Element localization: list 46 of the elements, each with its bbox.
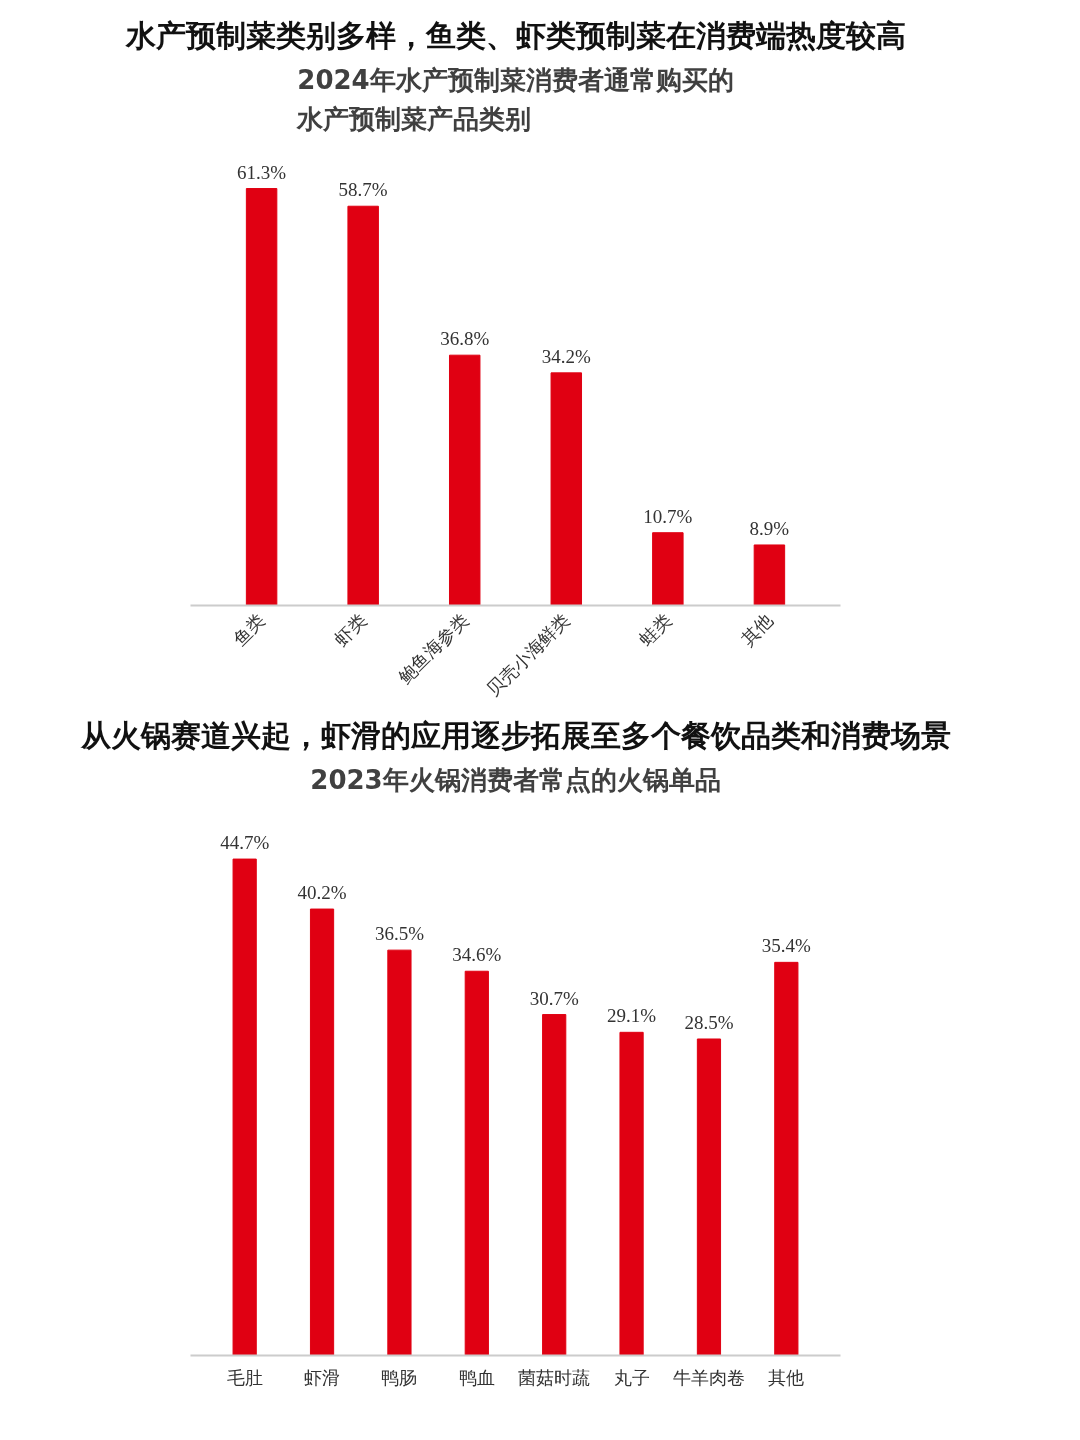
x-tick-label: 毛肚 [226,1366,263,1388]
chart-title: 水产预制菜类别多样，鱼类、虾类预制菜在消费端热度较高 [124,17,906,53]
x-tick-label: 其他 [736,609,777,650]
bar [387,949,412,1356]
bar [753,544,786,606]
x-tick-label: 牛羊肉卷 [672,1366,745,1388]
x-tick-label: 其他 [768,1366,805,1388]
data-label: 30.7% [529,987,579,1009]
x-tick-label: 虾滑 [304,1366,341,1388]
bar [448,354,481,606]
data-label: 44.7% [220,832,270,854]
bar [309,908,335,1356]
data-label: 58.7% [338,179,388,201]
x-tick-label: 丸子 [613,1366,650,1388]
data-label: 40.2% [297,882,347,904]
bar [347,205,379,606]
x-tick-label: 鱼类 [228,609,270,650]
data-label: 35.4% [761,935,812,957]
bar [245,188,278,606]
x-tick-label: 菌菇时蔬 [518,1366,591,1388]
x-tick-label: 虾类 [330,609,371,650]
bar [464,970,489,1356]
data-label: 36.8% [440,328,490,350]
x-tick-label: 蛙类 [634,609,676,650]
x-tick-label: 鸭肠 [381,1366,418,1388]
bar [619,1031,644,1356]
x-tick-label: 鲍鱼海参类 [393,609,473,688]
data-label: 34.6% [452,944,502,966]
x-tick-label: 贝壳小海鲜类 [482,609,574,701]
chart-title: 从火锅赛道兴起，虾滑的应用逐步拓展至多个餐饮品类和消费场景 [79,717,951,753]
bar [542,1014,567,1356]
bar [696,1038,722,1356]
chart-subtitle: 2023年火锅消费者常点的火锅单品 [310,764,721,795]
data-label: 61.3% [237,161,287,183]
bar [652,532,684,606]
data-label: 34.2% [541,345,591,367]
bar [774,961,799,1356]
bar [550,372,583,606]
data-label: 8.9% [749,517,790,539]
data-label: 29.1% [607,1005,657,1027]
data-label: 28.5% [684,1011,734,1033]
data-label: 36.5% [374,923,425,945]
x-tick-label: 鸭血 [458,1366,495,1388]
bar [232,858,257,1356]
chart-subtitle: 2024年水产预制菜消费者通常购买的水产预制菜产品类别 [296,64,734,134]
data-label: 10.7% [643,505,693,527]
